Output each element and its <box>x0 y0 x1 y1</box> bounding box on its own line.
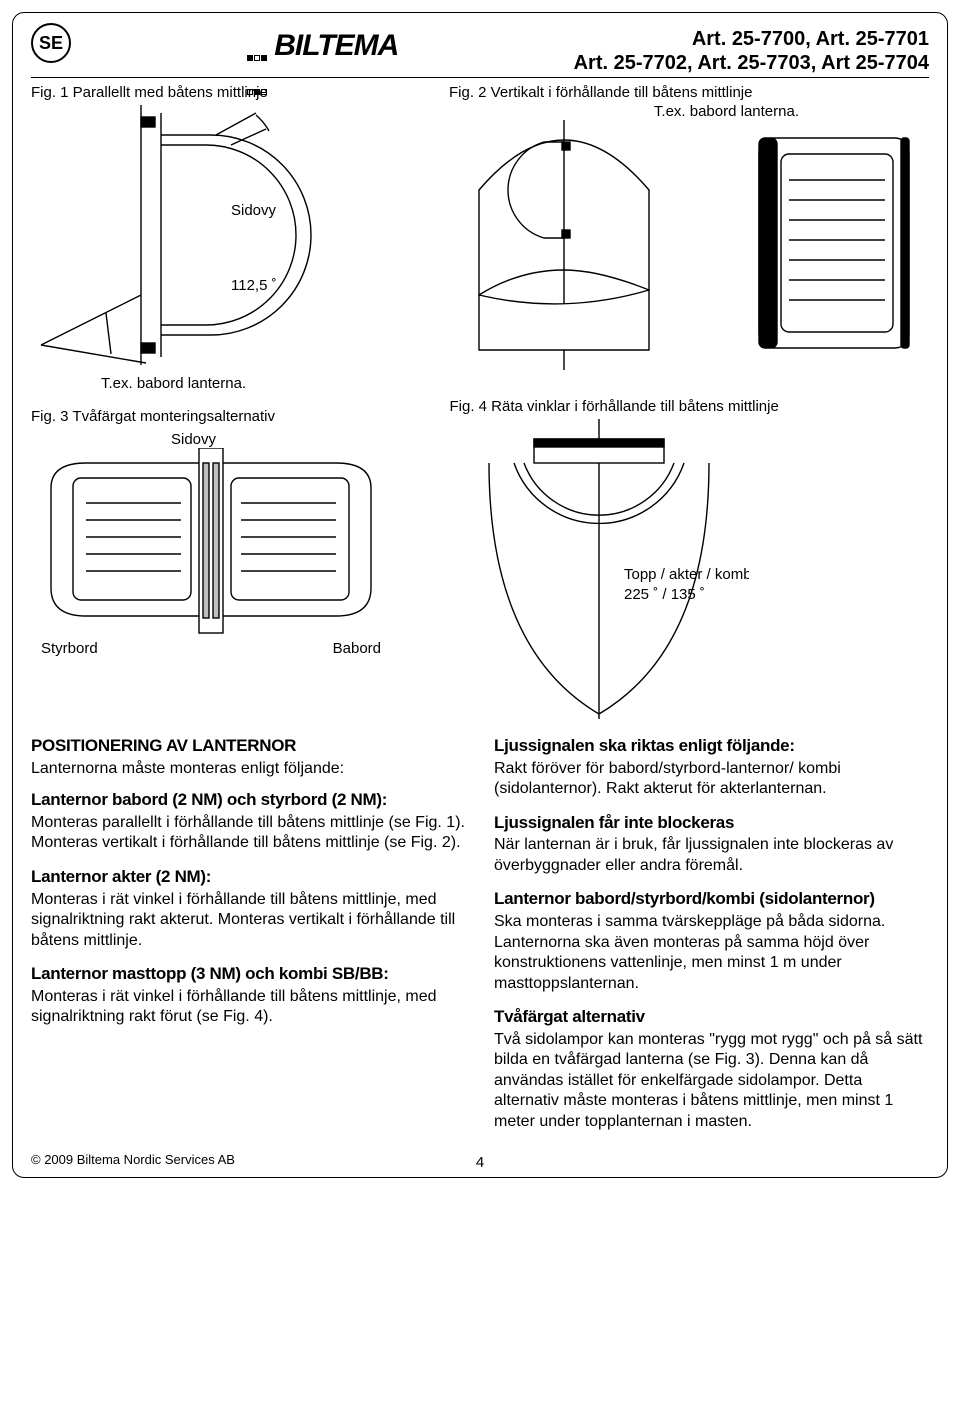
fig1-caption: Fig. 1 Parallellt med båtens mittlinje <box>31 84 439 101</box>
left-h3: Lanternor akter (2 NM): <box>31 866 466 888</box>
fig4-diagram: Topp / akter / kombi 225 ˚ / 135 ˚ <box>449 419 749 719</box>
fig1-diagram: Sidovy 112,5 ˚ <box>31 105 431 375</box>
right-p3: Ska monteras i samma tvärskeppläge på bå… <box>494 912 929 994</box>
figure-row-2: Fig. 3 Tvåfärgat monteringsalternativ Si… <box>31 398 929 719</box>
left-h2: Lanternor babord (2 NM) och styrbord (2 … <box>31 789 466 811</box>
fig4-caption: Fig. 4 Räta vinklar i förhållande till b… <box>449 398 929 415</box>
article-codes: Art. 25-7700, Art. 25-7701 Art. 25-7702,… <box>574 27 929 75</box>
art-line-1: Art. 25-7700, Art. 25-7701 <box>574 27 929 51</box>
fig3-diagram <box>31 448 391 638</box>
fig4-angles-label: 225 ˚ / 135 ˚ <box>624 586 705 603</box>
fig3-babord-label: Babord <box>333 640 381 657</box>
locale-badge: SE <box>31 23 71 63</box>
fig2-caption: Fig. 2 Vertikalt i förhållande till båte… <box>449 84 929 101</box>
fig1-example-label: T.ex. babord lanterna. <box>101 375 439 392</box>
right-p2: När lanternan är i bruk, får ljussignale… <box>494 835 929 876</box>
left-p2: Monteras parallellt i förhållande till b… <box>31 813 466 854</box>
fig4-topakter-label: Topp / akter / kombi <box>624 566 749 583</box>
fig3-caption: Fig. 3 Tvåfärgat monteringsalternativ <box>31 408 439 425</box>
body-text: POSITIONERING AV LANTERNOR Lanternorna m… <box>31 735 929 1144</box>
figure-row-1: Fig. 1 Parallellt med båtens mittlinje <box>31 84 929 392</box>
figure-1: Fig. 1 Parallellt med båtens mittlinje <box>31 84 439 392</box>
checkered-flag-icon <box>246 35 268 57</box>
left-p3: Monteras i rät vinkel i förhållande till… <box>31 890 466 951</box>
copyright: © 2009 Biltema Nordic Services AB <box>31 1152 235 1167</box>
fig1-angle: 112,5 ˚ <box>231 277 277 294</box>
fig3-styrbord-label: Styrbord <box>41 640 98 657</box>
fig3-sidovy-label: Sidovy <box>171 431 439 448</box>
right-h2: Ljussignalen får inte blockeras <box>494 812 929 834</box>
figure-2: Fig. 2 Vertikalt i förhållande till båte… <box>449 84 929 392</box>
left-p1: Lanternorna måste monteras enligt följan… <box>31 759 466 779</box>
art-line-2: Art. 25-7702, Art. 25-7703, Art 25-7704 <box>574 51 929 75</box>
fig3-bottom-labels: Styrbord Babord <box>41 640 381 657</box>
fig2-diagram <box>449 120 929 380</box>
right-h4: Tvåfärgat alternativ <box>494 1006 929 1028</box>
right-p4: Två sidolampor kan monteras "rygg mot ry… <box>494 1030 929 1132</box>
left-p4: Monteras i rät vinkel i förhållande till… <box>31 987 466 1028</box>
brand-text: BILTEMA <box>274 29 398 63</box>
fig2-example-label: T.ex. babord lanterna. <box>449 103 799 120</box>
figure-4-area: Fig. 4 Räta vinklar i förhållande till b… <box>449 398 929 719</box>
left-h4: Lanternor masttopp (3 NM) och kombi SB/B… <box>31 963 466 985</box>
brand-logo: BILTEMA <box>246 29 398 63</box>
right-p1: Rakt föröver för babord/styrbord-lantern… <box>494 759 929 800</box>
header: SE BILTEMA Art. 25-7700, Art. 25-7701 Ar… <box>31 27 929 78</box>
left-column: POSITIONERING AV LANTERNOR Lanternorna m… <box>31 735 466 1144</box>
fig1-sidovy: Sidovy <box>231 202 277 219</box>
right-column: Ljussignalen ska riktas enligt följande:… <box>494 735 929 1144</box>
figure-3-area: Fig. 3 Tvåfärgat monteringsalternativ Si… <box>31 398 439 719</box>
page-frame: SE BILTEMA Art. 25-7700, Art. 25-7701 Ar… <box>12 12 948 1178</box>
left-h1: POSITIONERING AV LANTERNOR <box>31 735 466 757</box>
right-h1: Ljussignalen ska riktas enligt följande: <box>494 735 929 757</box>
right-h3: Lanternor babord/styrbord/kombi (sidolan… <box>494 888 929 910</box>
